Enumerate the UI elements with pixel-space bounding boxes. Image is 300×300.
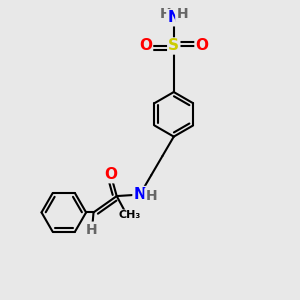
Text: H: H — [86, 223, 98, 237]
Text: CH₃: CH₃ — [118, 210, 141, 220]
Text: H: H — [160, 7, 171, 21]
Text: N: N — [134, 187, 146, 202]
Text: N: N — [167, 10, 180, 25]
Text: H: H — [146, 189, 157, 203]
Text: O: O — [196, 38, 208, 53]
Text: H: H — [176, 7, 188, 21]
Text: O: O — [139, 38, 152, 53]
Text: S: S — [168, 38, 179, 53]
Text: O: O — [104, 167, 117, 182]
